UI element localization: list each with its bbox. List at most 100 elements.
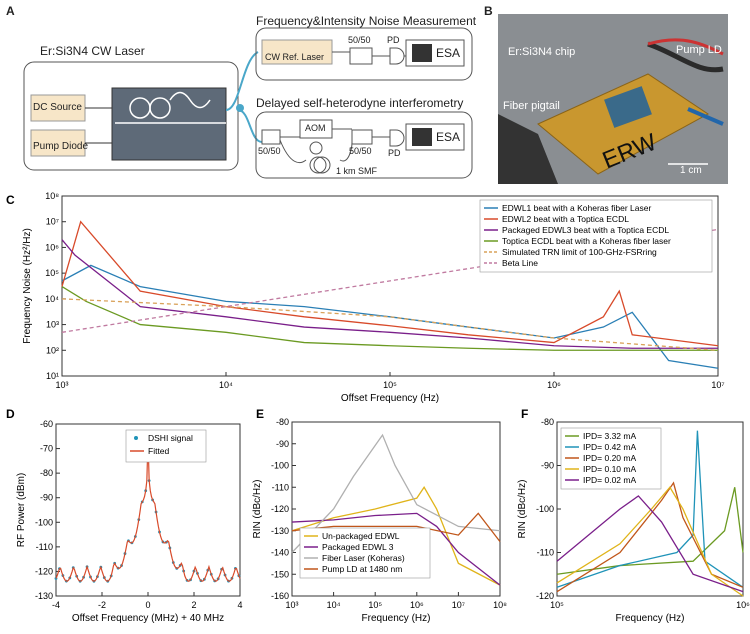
series-line (291, 486, 501, 586)
fiber-node (236, 104, 244, 112)
split-left-label: 50/50 (258, 146, 281, 156)
laser-title: Er:Si3N4 CW Laser (40, 44, 145, 58)
y-tick-label: -120 (271, 504, 289, 514)
x-tick-label: 10⁴ (327, 600, 341, 610)
panel-letter-c: C (6, 193, 15, 207)
x-tick-label: 10⁵ (550, 600, 564, 610)
y-tick-label: -120 (536, 591, 554, 601)
splitter-top-label: 50/50 (348, 35, 371, 45)
rf-source-symbol (309, 141, 323, 155)
legend-box (125, 429, 207, 463)
fiber-pigtail-label: Fiber pigtail (503, 100, 560, 112)
laser-wires (85, 107, 112, 144)
splitter-left (261, 129, 281, 145)
series-line (291, 512, 501, 586)
legend-entry: IPD= 0.02 mA (583, 475, 636, 485)
x-tick-label: 10⁷ (452, 600, 465, 610)
legend-entry: Beta Line (502, 258, 538, 268)
legend-entry: Toptica ECDL beat with a Koheras fiber l… (502, 236, 671, 246)
y-tick-label: -110 (537, 548, 554, 558)
panel-letter-d: D (6, 407, 15, 421)
legend-entry: IPD= 3.32 mA (583, 431, 636, 441)
aom-label: AOM (305, 123, 326, 133)
series-line (61, 220, 719, 347)
pump-cable-1 (647, 41, 724, 73)
esa-bottom-label: ESA (436, 130, 461, 144)
legend-entry: EDWL2 beat with a Toptica ECDL (502, 214, 629, 224)
x-tick-label: -4 (52, 600, 60, 610)
y-tick-label: -70 (40, 444, 53, 454)
smf-path (279, 139, 353, 163)
legend-box (479, 199, 713, 273)
legend-box (299, 527, 431, 579)
y-tick-label: -110 (272, 482, 289, 492)
y-tick-label: -100 (536, 504, 554, 514)
legend-entry: IPD= 0.42 mA (583, 442, 636, 452)
smf-coil-2 (313, 156, 331, 174)
pd-bottom-symbol (389, 129, 405, 147)
series-line (556, 487, 744, 575)
fim-links (332, 51, 406, 57)
chip-box (111, 87, 227, 161)
y-axis-label: RIN (dBc/Hz) (517, 480, 528, 539)
y-tick-label: -110 (36, 542, 53, 552)
panel-letter-e: E (256, 407, 264, 421)
x-tick-label: 10⁸ (493, 600, 507, 610)
x-tick-label: 10³ (55, 380, 68, 390)
y-tick-label: -80 (541, 417, 554, 427)
x-tick-label: 10⁷ (711, 380, 724, 390)
x-tick-label: 10⁶ (547, 380, 561, 390)
splitter-top (349, 47, 373, 65)
y-tick-label: -150 (271, 569, 289, 579)
smf-label: 1 km SMF (336, 166, 378, 176)
legend-entry: Fiber Laser (Koheras) (322, 553, 405, 563)
y-tick-label: 10¹ (46, 371, 59, 381)
chart-f: F 10⁵ 10⁶ -120 -110 -100 -90 -80 Frequency (Hz) R… (517, 407, 750, 624)
pump-diode-box (30, 129, 86, 157)
y-tick-label: 10⁷ (46, 217, 59, 227)
x-tick-label: 0 (145, 600, 150, 610)
pump-cable-2 (647, 38, 724, 56)
x-tick-label: 10⁶ (410, 600, 424, 610)
y-axis-label: Frequency Noise (Hz²/Hz) (22, 228, 33, 344)
legend-entry: IPD= 0.20 mA (583, 453, 636, 463)
y-tick-label: 10⁸ (45, 191, 59, 201)
legend-entry: Packaged EDWL 3 (322, 542, 394, 552)
x-tick-label: 10⁵ (383, 380, 397, 390)
pump-wire-blue (687, 107, 724, 126)
esa-top-screen (412, 44, 432, 62)
legend-entry: Fitted (148, 446, 170, 456)
schematic-a (23, 27, 473, 179)
microring-2 (149, 97, 171, 119)
pd-top-label: PD (387, 35, 400, 45)
pd-top-symbol (389, 47, 405, 65)
dsh-links (280, 128, 390, 138)
x-tick-label: 4 (237, 600, 242, 610)
panel-letter-b: B (484, 4, 493, 18)
dsh-enclosure (255, 111, 473, 179)
y-tick-label: -80 (276, 417, 289, 427)
x-axis-label: Frequency (Hz) (616, 613, 685, 624)
x-axis-label: Offset Frequency (MHz) + 40 MHz (72, 613, 224, 624)
y-axis-label: RF Power (dBm) (16, 473, 27, 547)
legend-entry: DSHI signal (148, 433, 193, 443)
fim-enclosure (255, 27, 473, 81)
cw-ref-label: CW Ref. Laser (265, 52, 325, 62)
series-line (291, 433, 501, 553)
y-tick-label: 10⁴ (45, 294, 59, 304)
y-tick-label: -90 (276, 439, 289, 449)
scale-label: 1 cm (680, 165, 702, 176)
legend-entry: Simulated TRN limit of 100-GHz-FSRring (502, 247, 657, 257)
fim-title: Frequency&Intensity Noise Measurement (256, 14, 477, 28)
legend-swatch (134, 436, 138, 440)
chip-window (604, 86, 652, 128)
legend-entry: Packaged EDWL3 beat with a Toptica ECDL (502, 225, 669, 235)
y-axis-label: RIN (dBc/Hz) (252, 480, 263, 539)
y-tick-label: -60 (40, 419, 53, 429)
series-line (556, 495, 744, 593)
split-right-label: 50/50 (349, 146, 372, 156)
esa-bottom-screen (412, 128, 432, 146)
pd-bottom-label: PD (388, 148, 401, 158)
y-tick-label: -140 (271, 548, 289, 558)
x-tick-label: 10⁵ (368, 600, 382, 610)
